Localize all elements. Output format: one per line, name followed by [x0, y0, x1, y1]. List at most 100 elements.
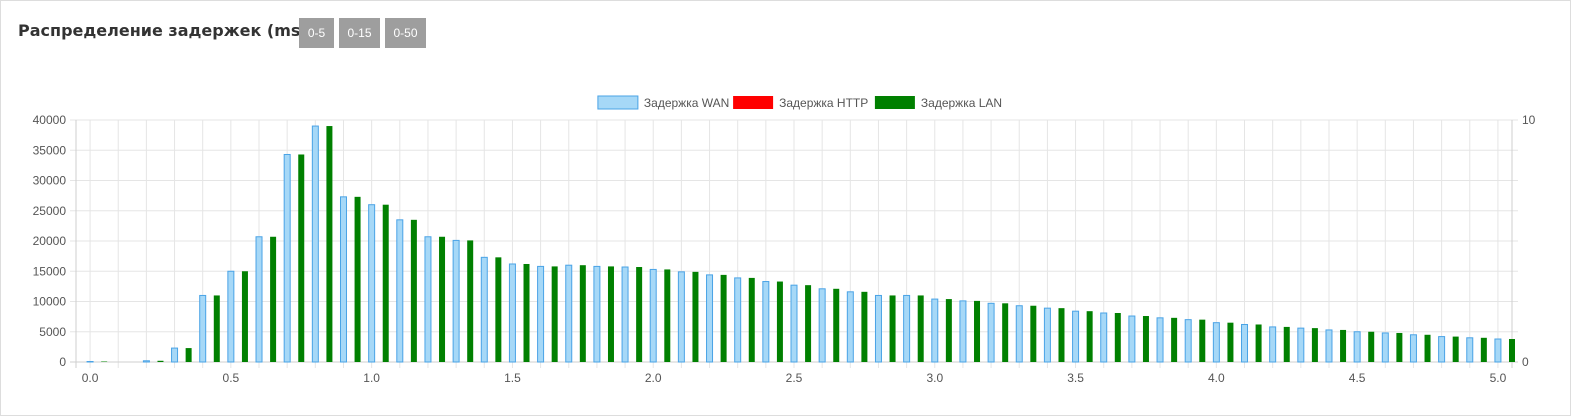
bar-wan: [480, 256, 488, 363]
legend-swatch: [597, 95, 639, 110]
x-tick-label: 1.0: [363, 371, 380, 385]
bar-lan: [945, 299, 952, 362]
x-tick-label: 0.5: [223, 371, 240, 385]
bar-wan: [734, 277, 742, 363]
bar-lan: [833, 288, 840, 362]
y2-tick-label: 10: [1522, 113, 1536, 127]
bar-wan: [171, 347, 179, 363]
y-tick-label: 35000: [33, 143, 67, 157]
bar-lan: [1368, 331, 1375, 362]
bar-lan: [664, 269, 671, 362]
bar-wan: [1438, 336, 1446, 363]
bar-lan: [720, 274, 727, 362]
y-tick-label: 0: [59, 355, 66, 369]
bar-wan: [1494, 338, 1502, 363]
bar-wan: [593, 265, 601, 363]
bar-wan: [311, 125, 319, 363]
bar-wan: [396, 219, 404, 363]
range-button-0-5[interactable]: 0-5: [299, 18, 334, 48]
bar-lan: [748, 277, 755, 362]
bar-wan: [874, 294, 882, 363]
bar-lan: [861, 291, 868, 362]
bar-wan: [1156, 317, 1164, 363]
bar-lan: [101, 361, 108, 362]
bar-lan: [382, 204, 389, 362]
bar-lan: [157, 360, 164, 362]
bar-lan: [579, 265, 586, 362]
y-tick-label: 5000: [39, 325, 66, 339]
bar-wan: [565, 264, 573, 363]
y-tick-label: 10000: [33, 295, 67, 309]
x-tick-label: 2.5: [786, 371, 803, 385]
bar-wan: [987, 302, 995, 363]
bar-lan: [1283, 326, 1290, 362]
bar-wan: [1353, 331, 1361, 363]
range-button-0-50[interactable]: 0-50: [385, 18, 426, 48]
bar-lan: [1142, 316, 1149, 362]
bar-lan: [467, 240, 474, 362]
bar-wan: [508, 263, 516, 363]
x-tick-label: 5.0: [1490, 371, 1507, 385]
range-button-0-15[interactable]: 0-15: [339, 18, 380, 48]
bar-wan: [339, 196, 347, 363]
x-tick-label: 3.0: [926, 371, 943, 385]
legend-swatch: [874, 96, 915, 109]
bar-wan: [1269, 326, 1277, 363]
bar-lan: [1114, 312, 1121, 362]
bar-lan: [495, 257, 502, 362]
x-tick-label: 4.0: [1208, 371, 1225, 385]
bar-wan: [1100, 312, 1108, 363]
bar-lan: [1509, 339, 1515, 362]
y-tick-label: 25000: [33, 204, 67, 218]
bar-wan: [1043, 307, 1051, 363]
bar-wan: [790, 284, 798, 363]
bar-wan: [762, 281, 770, 363]
bar-wan: [959, 300, 967, 363]
y-tick-label: 40000: [33, 113, 67, 127]
bar-lan: [917, 295, 924, 362]
bar-lan: [1199, 319, 1206, 362]
x-tick-label: 3.5: [1067, 371, 1084, 385]
legend-label: Задержка LAN: [921, 96, 1002, 110]
bar-lan: [185, 348, 192, 362]
bar-wan: [931, 298, 939, 363]
bar-wan: [227, 270, 235, 363]
bar-lan: [551, 266, 558, 362]
bar-lan: [1424, 334, 1431, 362]
y-tick-label: 15000: [33, 264, 67, 278]
bar-lan: [636, 267, 643, 362]
bar-lan: [1396, 332, 1403, 362]
bar-lan: [776, 281, 783, 362]
bar-wan: [283, 153, 291, 363]
legend-label: Задержка WAN: [644, 96, 729, 110]
bar-lan: [1480, 337, 1487, 362]
bar-wan: [1072, 310, 1080, 363]
bar-wan: [86, 361, 94, 363]
bar-lan: [354, 196, 361, 362]
bar-lan: [298, 154, 305, 362]
bar-lan: [1002, 303, 1009, 362]
bar-lan: [213, 295, 220, 362]
bar-lan: [1255, 324, 1262, 362]
y-tick-label: 30000: [33, 174, 67, 188]
bar-lan: [1058, 308, 1065, 362]
bar-lan: [410, 219, 417, 362]
bar-lan: [439, 236, 446, 362]
bar-wan: [1241, 323, 1249, 363]
bar-lan: [805, 285, 812, 362]
bar-wan: [649, 268, 657, 363]
bar-wan: [1409, 334, 1417, 363]
bar-wan: [424, 236, 432, 363]
bar-wan: [1184, 319, 1192, 363]
bar-wan: [706, 274, 714, 363]
bar-lan: [1227, 322, 1234, 362]
bar-lan: [607, 266, 614, 362]
bar-lan: [1171, 317, 1178, 362]
bar-wan: [537, 265, 545, 363]
bar-wan: [368, 204, 376, 363]
bar-wan: [255, 236, 263, 363]
bar-lan: [1452, 336, 1459, 362]
bar-wan: [1297, 327, 1305, 363]
bar-lan: [1086, 311, 1093, 362]
